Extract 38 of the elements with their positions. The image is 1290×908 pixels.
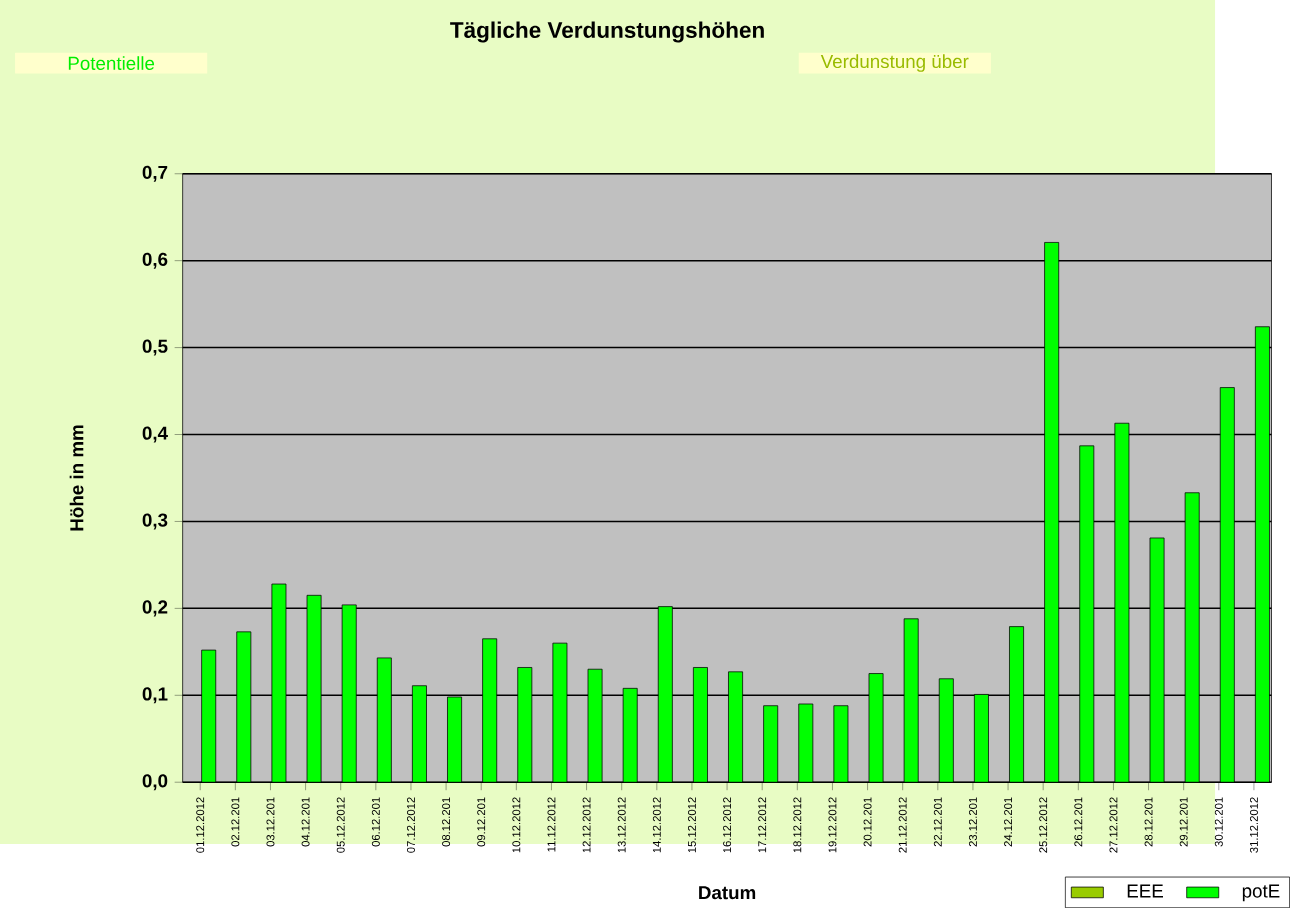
y-tick-label: 0,0 bbox=[142, 774, 168, 791]
y-tick-label: 0,2 bbox=[142, 600, 168, 617]
bar bbox=[447, 696, 463, 783]
y-tick-label: 0,3 bbox=[142, 513, 168, 530]
text: Verdunstung über bbox=[820, 54, 969, 72]
y-tick-label: 0,6 bbox=[142, 252, 168, 269]
text: Potentielle bbox=[68, 56, 155, 70]
bar bbox=[482, 638, 498, 783]
bar bbox=[728, 671, 743, 783]
bar bbox=[1079, 445, 1095, 783]
x-axis-title: Datum bbox=[699, 886, 756, 900]
bar bbox=[1184, 492, 1200, 783]
bar bbox=[798, 703, 814, 783]
legend-label: EEE bbox=[1127, 884, 1163, 898]
bar bbox=[657, 606, 673, 783]
bar bbox=[622, 687, 638, 783]
bar bbox=[692, 667, 708, 783]
bar bbox=[411, 685, 427, 783]
bar bbox=[201, 649, 217, 783]
bar bbox=[938, 678, 954, 783]
bar bbox=[1254, 326, 1270, 783]
bar bbox=[903, 618, 919, 783]
chart-title: Tägliche Verdunstungshöhen bbox=[450, 21, 764, 43]
y-tick-label: 0,5 bbox=[142, 339, 168, 356]
y-tick-label: 0,1 bbox=[142, 687, 168, 704]
bar bbox=[763, 705, 779, 783]
legend-label: potE bbox=[1242, 884, 1280, 902]
bar bbox=[1009, 626, 1024, 783]
bar bbox=[517, 667, 533, 783]
bar bbox=[236, 631, 252, 783]
bar bbox=[973, 693, 989, 783]
bar bbox=[1219, 387, 1235, 783]
bar bbox=[341, 604, 357, 783]
y-tick-label: 0,7 bbox=[142, 165, 168, 182]
bar bbox=[1044, 241, 1060, 783]
bar bbox=[376, 657, 392, 783]
y-axis-title: Höhe in mm bbox=[69, 425, 84, 531]
y-tick-label: 0,4 bbox=[142, 426, 168, 443]
